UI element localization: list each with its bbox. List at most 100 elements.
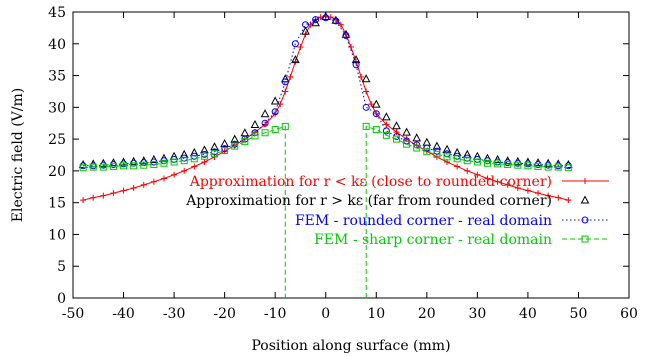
data-point <box>524 187 531 194</box>
legend: Approximation for r < kε (close to round… <box>185 174 609 248</box>
data-point <box>211 150 219 158</box>
data-point <box>504 161 512 169</box>
data-point <box>382 127 390 135</box>
data-point <box>413 144 421 152</box>
x-tick-label: -20 <box>213 306 236 322</box>
series-2 <box>79 14 572 170</box>
data-point <box>231 142 239 150</box>
data-point <box>373 110 380 117</box>
data-point <box>403 140 411 148</box>
data-point <box>321 11 331 20</box>
y-axis-label: Electric field (V/m) <box>10 88 26 222</box>
data-point <box>382 131 390 139</box>
y-tick-label: 10 <box>48 227 66 243</box>
data-point <box>474 171 481 178</box>
data-point <box>422 137 432 146</box>
data-point <box>221 147 229 155</box>
data-point <box>535 190 542 197</box>
data-point <box>297 43 304 50</box>
data-point <box>301 26 310 35</box>
data-point <box>514 161 522 169</box>
data-point <box>302 21 310 29</box>
y-tick-label: 30 <box>48 100 66 116</box>
data-point <box>433 150 441 158</box>
series-line <box>83 125 569 298</box>
data-point <box>261 119 269 127</box>
data-point <box>280 74 290 83</box>
data-point <box>565 197 572 204</box>
data-point <box>392 135 400 143</box>
data-point <box>251 132 259 140</box>
data-point <box>150 178 157 185</box>
data-series <box>78 11 573 298</box>
y-tick-label: 35 <box>48 69 66 85</box>
x-tick-label: 50 <box>570 306 588 322</box>
data-point <box>524 162 532 170</box>
data-point <box>160 175 167 182</box>
data-point <box>494 178 501 185</box>
x-tick-label: 20 <box>418 306 436 322</box>
data-point <box>140 181 147 188</box>
data-point <box>393 129 400 136</box>
data-point <box>464 167 471 174</box>
data-point <box>109 162 117 170</box>
legend-marker-sample <box>581 235 589 243</box>
data-point <box>210 142 219 151</box>
data-point <box>555 194 562 201</box>
data-point <box>443 153 451 161</box>
data-point <box>271 126 279 134</box>
data-point <box>281 78 289 86</box>
x-tick-label: -10 <box>264 306 287 322</box>
data-point <box>190 155 198 163</box>
data-point <box>200 152 208 160</box>
data-point <box>89 163 97 171</box>
y-tick-label: 20 <box>48 164 66 180</box>
data-point <box>230 134 240 143</box>
data-point <box>484 175 491 182</box>
data-point <box>361 74 371 83</box>
legend-label: Approximation for r < kε (close to round… <box>189 174 552 190</box>
data-point <box>312 16 320 24</box>
data-point <box>372 110 380 118</box>
x-tick-label: -40 <box>112 306 135 322</box>
series-1 <box>78 11 573 169</box>
data-point <box>160 159 168 167</box>
data-point <box>368 101 375 108</box>
data-point <box>282 88 289 95</box>
data-point <box>423 144 431 152</box>
data-point <box>382 112 391 121</box>
x-axis-label: Position along surface (mm) <box>251 338 450 354</box>
data-point <box>442 144 452 153</box>
data-point <box>341 29 351 38</box>
data-point <box>181 167 188 174</box>
data-point <box>100 192 107 199</box>
data-point <box>483 159 491 167</box>
data-point <box>120 187 127 194</box>
legend-marker-sample <box>582 178 588 184</box>
data-point <box>392 121 401 130</box>
data-point <box>514 185 521 192</box>
series-3 <box>79 122 572 298</box>
x-tick-label: -50 <box>62 306 85 322</box>
data-point <box>362 122 370 130</box>
data-point <box>79 164 87 172</box>
data-point <box>554 163 562 171</box>
y-tick-label: 5 <box>57 259 66 275</box>
data-point <box>281 122 289 130</box>
data-point <box>291 40 299 48</box>
data-point <box>534 162 542 170</box>
x-tick-label: 0 <box>321 306 330 322</box>
data-point <box>371 99 381 108</box>
data-point <box>120 162 128 170</box>
data-point <box>402 127 411 136</box>
data-point <box>150 161 158 169</box>
data-point <box>383 121 390 128</box>
data-point <box>432 141 442 150</box>
y-tick-label: 15 <box>48 196 66 212</box>
y-tick-label: 40 <box>48 37 66 53</box>
data-point <box>130 185 137 192</box>
data-point <box>332 17 340 25</box>
series-line <box>83 17 569 167</box>
data-point <box>170 158 178 166</box>
